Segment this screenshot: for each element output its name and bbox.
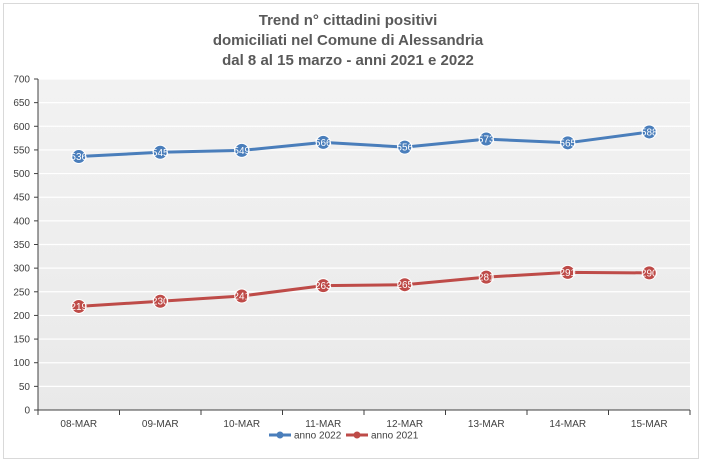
data-point [641, 265, 657, 281]
y-tick-label: 650 [13, 98, 30, 109]
data-point [71, 149, 87, 165]
data-label: 291 [559, 268, 576, 279]
x-axis: 08-MAR 09-MAR 10-MAR 11-MAR 12-MAR 13-MAR 14-M… [37, 409, 691, 430]
y-tick-label: 0 [24, 406, 30, 417]
data-point [397, 277, 413, 293]
y-tick-label: 350 [13, 240, 30, 251]
x-tick-label: 10-MAR [223, 419, 260, 430]
y-tick-label: 250 [13, 287, 30, 298]
data-label: 219 [70, 302, 87, 313]
gridlines [38, 78, 690, 387]
legend-label: anno 2021 [371, 431, 419, 442]
data-label: 556 [396, 143, 413, 154]
data-label: 536 [70, 152, 87, 163]
data-point [641, 124, 657, 140]
data-point [234, 288, 250, 304]
data-label: 290 [641, 268, 658, 279]
data-point [560, 135, 576, 151]
data-point [234, 142, 250, 158]
data-label: 565 [559, 138, 576, 149]
legend-label: anno 2022 [294, 431, 342, 442]
y-axis: 0 50 100 150 200 250 300 350 400 450 500 550 600 650 7… [13, 75, 39, 417]
data-label: 549 [233, 146, 250, 157]
data-point [71, 298, 87, 314]
data-label: 281 [478, 273, 495, 284]
data-point [152, 293, 168, 309]
y-tick-label: 300 [13, 264, 30, 275]
data-label: 263 [315, 281, 332, 292]
y-tick-label: 450 [13, 193, 30, 204]
legend-marker [276, 431, 284, 439]
data-label: 573 [478, 135, 495, 146]
x-tick-label: 13-MAR [468, 419, 505, 430]
data-label: 566 [315, 138, 332, 149]
legend-marker [353, 431, 361, 439]
chart-frame: Trend n° cittadini positivi domiciliati … [3, 3, 699, 459]
data-point [478, 131, 494, 147]
y-tick-label: 400 [13, 216, 30, 227]
data-point [478, 269, 494, 285]
y-tick-label: 150 [13, 335, 30, 346]
y-tick-label: 50 [19, 382, 31, 393]
data-label: 265 [396, 280, 413, 291]
data-label: 230 [152, 297, 169, 308]
chart-title-line-2: domiciliati nel Comune di Alessandria [213, 32, 484, 49]
data-point [315, 278, 331, 294]
series-line [78, 270, 650, 308]
chart-title-line-3: dal 8 al 15 marzo - anni 2021 e 2022 [222, 52, 474, 69]
series-line [78, 130, 650, 158]
y-tick-label: 600 [13, 122, 30, 133]
line-chart: Trend n° cittadini positivi domiciliati … [13, 12, 691, 442]
data-point [152, 144, 168, 160]
chart-title-line-1: Trend n° cittadini positivi [259, 12, 438, 29]
data-point [315, 134, 331, 150]
x-tick-label: 08-MAR [60, 419, 97, 430]
data-label: 241 [233, 292, 250, 303]
y-tick-label: 700 [13, 75, 30, 86]
legend: anno 2022 anno 2021 [269, 431, 419, 442]
data-label: 545 [152, 148, 169, 159]
y-tick-label: 500 [13, 169, 30, 180]
data-point [560, 264, 576, 280]
y-tick-label: 100 [13, 358, 30, 369]
x-tick-label: 14-MAR [549, 419, 586, 430]
series-group: 536 545 549 566 556 573 565 588 219 230 241 263 265 2… [70, 124, 658, 314]
x-tick-label: 09-MAR [142, 419, 179, 430]
x-tick-label: 11-MAR [305, 419, 341, 430]
data-label: 588 [641, 127, 658, 138]
x-tick-label: 15-MAR [631, 419, 668, 430]
x-tick-label: 12-MAR [386, 419, 423, 430]
y-tick-label: 200 [13, 311, 30, 322]
y-tick-label: 550 [13, 145, 30, 156]
data-point [397, 139, 413, 155]
